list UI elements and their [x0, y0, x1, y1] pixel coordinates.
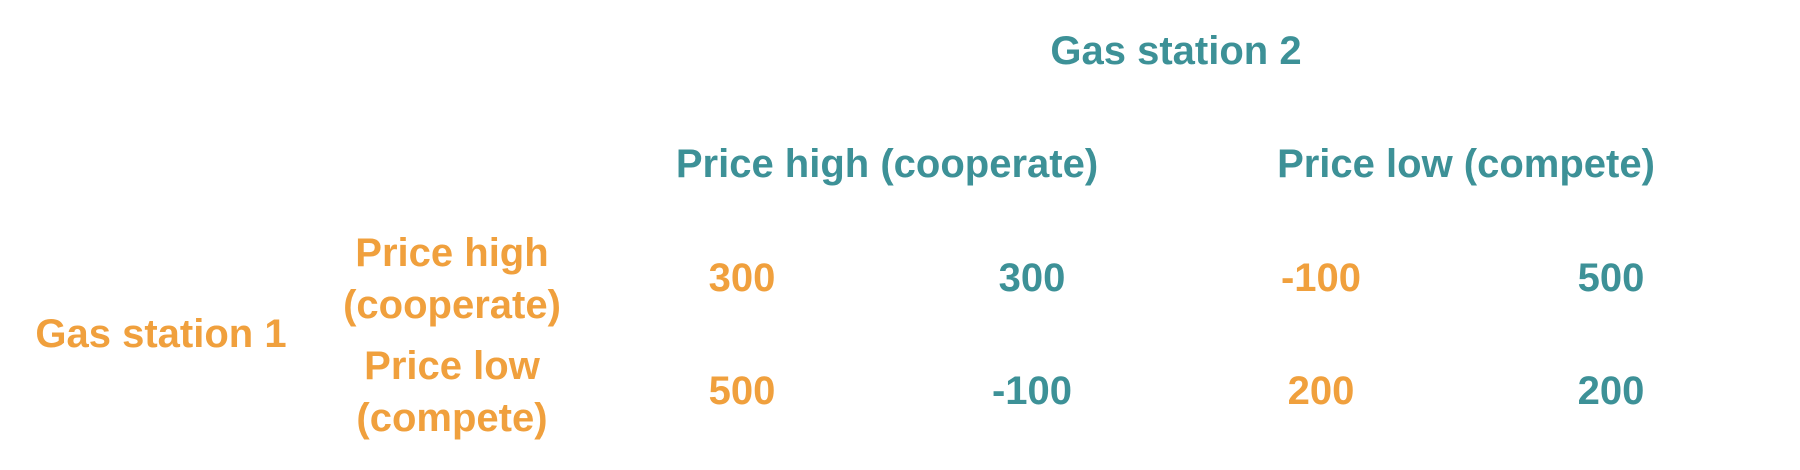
player1-strategy-low: Price low (compete) — [356, 340, 547, 444]
payoff-low-high-player1: 500 — [708, 369, 776, 413]
payoff-low-low-player2: 200 — [1577, 369, 1645, 413]
player2-name: Gas station 2 — [1050, 29, 1302, 73]
payoff-high-high-player1: 300 — [708, 256, 776, 300]
payoff-low-high-player2: -100 — [991, 369, 1073, 413]
player1-strategy-low-line1: Price low — [364, 344, 540, 388]
player1-strategy-high-line2: (cooperate) — [343, 283, 561, 327]
player2-strategy-high: Price high (cooperate) — [675, 142, 1099, 186]
payoff-high-high-player2: 300 — [998, 256, 1066, 300]
player1-strategy-high: Price high (cooperate) — [343, 227, 561, 331]
payoff-low-low-player1: 200 — [1287, 369, 1355, 413]
payoff-high-low-player2: 500 — [1577, 256, 1645, 300]
player1-name: Gas station 1 — [35, 312, 287, 356]
player1-strategy-low-line2: (compete) — [356, 396, 548, 440]
payoff-high-low-player1: -100 — [1280, 256, 1362, 300]
player1-strategy-high-line1: Price high — [355, 231, 549, 275]
player2-strategy-low: Price low (compete) — [1277, 142, 1655, 186]
